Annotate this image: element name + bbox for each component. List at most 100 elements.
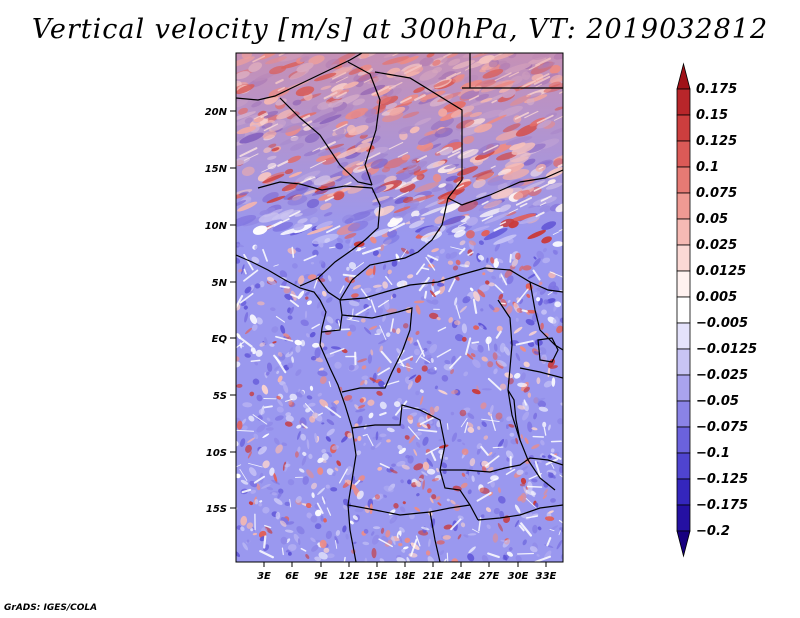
velocity-blob [321, 290, 327, 297]
contour-streak [550, 453, 562, 460]
velocity-blob [396, 530, 402, 539]
velocity-blob [317, 487, 326, 496]
velocity-blob [425, 550, 431, 556]
velocity-blob [297, 275, 305, 285]
velocity-blob [326, 553, 335, 559]
velocity-blob [258, 502, 263, 507]
west-coastline [236, 254, 357, 562]
contour-streak [279, 285, 290, 289]
velocity-blob [265, 371, 270, 376]
velocity-blob [289, 306, 294, 315]
velocity-blob [309, 385, 314, 391]
velocity-blob [477, 471, 480, 475]
velocity-blob [327, 275, 332, 282]
velocity-blob [493, 234, 517, 245]
velocity-blob [296, 526, 305, 535]
colorbar-label: −0.175 [696, 498, 748, 513]
contour-streak [485, 455, 500, 467]
contour-streak [259, 549, 274, 559]
velocity-blob [295, 496, 302, 503]
velocity-blob [533, 397, 540, 404]
colorbar-label: −0.025 [696, 368, 748, 383]
velocity-blob [236, 551, 241, 558]
velocity-blob [375, 307, 384, 317]
velocity-blob [543, 299, 549, 305]
velocity-blob [302, 476, 309, 485]
contour-streak [301, 423, 308, 429]
country-borders [236, 53, 563, 562]
velocity-blob [382, 264, 387, 270]
colorbar-arrow-top [676, 62, 691, 90]
velocity-blob [486, 257, 489, 263]
velocity-blob [345, 533, 349, 540]
velocity-blob [385, 332, 391, 337]
velocity-blob [326, 451, 333, 457]
velocity-blob [515, 252, 521, 260]
contour-streak [450, 518, 462, 531]
velocity-blob [486, 524, 491, 530]
velocity-blob [351, 293, 359, 298]
velocity-blob [398, 447, 406, 455]
border-zimbabwe [477, 504, 563, 521]
velocity-blob [480, 308, 484, 312]
velocity-blob [401, 464, 410, 470]
velocity-blob [256, 483, 261, 491]
lat-tick-label: 10S [206, 448, 227, 459]
velocity-blob [533, 412, 538, 420]
velocity-blob [280, 520, 287, 527]
velocity-blob [289, 393, 298, 401]
velocity-blob [273, 472, 278, 484]
velocity-blob [543, 488, 548, 496]
velocity-blob [331, 471, 336, 477]
lon-tick-label: 21E [423, 571, 444, 582]
velocity-blob [398, 542, 403, 547]
velocity-blob [259, 280, 265, 288]
velocity-blob [537, 526, 542, 531]
map-frame [235, 52, 564, 563]
lat-tick: 5S [213, 391, 236, 402]
velocity-blob [515, 555, 522, 562]
contour-streak [416, 339, 425, 357]
velocity-blob [377, 366, 381, 373]
velocity-blob [552, 316, 560, 327]
velocity-blob [554, 301, 562, 308]
velocity-blob [343, 394, 353, 401]
velocity-blob [429, 497, 434, 504]
velocity-blob [457, 534, 462, 540]
contour-streak [264, 524, 272, 529]
velocity-blob [265, 421, 274, 427]
lat-tick-label: 20N [205, 107, 228, 118]
velocity-blob [507, 299, 511, 303]
velocity-blob [277, 375, 283, 383]
velocity-blob [362, 541, 370, 546]
velocity-blob [326, 468, 334, 475]
contour-streak [480, 445, 489, 456]
colorbar-label: 0.0125 [696, 264, 746, 279]
velocity-blob [369, 325, 378, 330]
velocity-blob [519, 299, 524, 305]
velocity-blob [499, 383, 507, 390]
velocity-blob [295, 392, 303, 398]
velocity-blob [491, 275, 497, 280]
velocity-blob [368, 412, 374, 419]
velocity-blob [284, 501, 291, 507]
velocity-blob [457, 438, 462, 443]
velocity-blob [273, 437, 280, 445]
contour-streak [525, 498, 537, 509]
velocity-blob [519, 483, 526, 487]
velocity-blob [430, 357, 434, 363]
velocity-blob [255, 349, 263, 357]
velocity-blob [354, 438, 358, 442]
velocity-blob [396, 367, 401, 374]
velocity-blob [557, 418, 563, 425]
velocity-blob [318, 242, 324, 248]
velocity-blob [279, 270, 288, 278]
velocity-blob [324, 353, 335, 358]
contour-streak [351, 262, 364, 272]
contour-streak [385, 276, 393, 285]
velocity-blob [477, 344, 484, 353]
contour-streak [495, 330, 502, 339]
contour-streak [253, 475, 266, 484]
lon-tick: 3E [257, 562, 271, 582]
velocity-blob [438, 438, 444, 442]
